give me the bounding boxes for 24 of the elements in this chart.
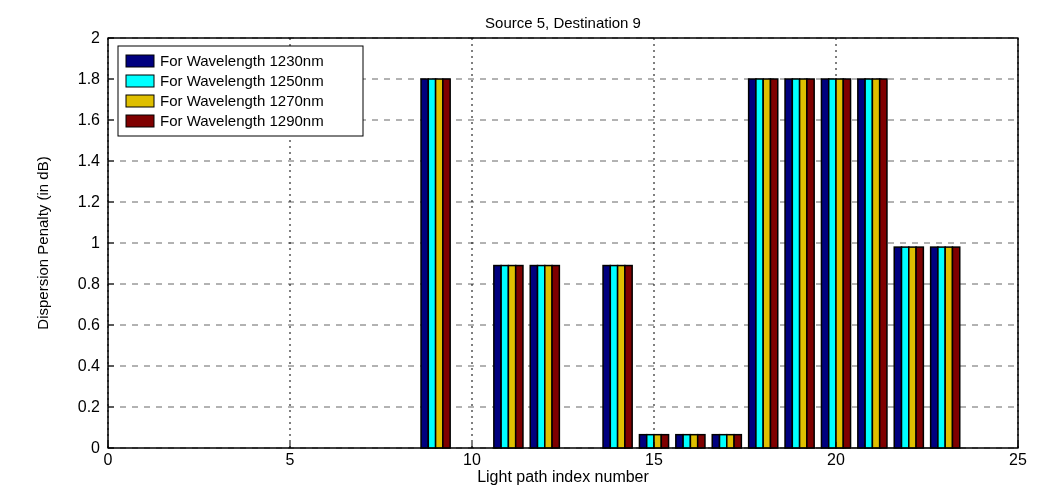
x-tick-label: 0 — [103, 451, 113, 468]
y-tick-label: 0.6 — [77, 316, 101, 333]
legend-label: For Wavelength 1290nm — [160, 112, 324, 129]
y-tick-label: 1 — [91, 234, 101, 251]
y-axis-title: Dispersion Penalty (in dB) — [34, 156, 51, 330]
x-tick-label: 10 — [463, 451, 481, 468]
y-tick-label: 0.4 — [77, 357, 101, 374]
x-tick-label: 15 — [645, 451, 663, 468]
chart-title: Source 5, Destination 9 — [485, 14, 641, 31]
y-tick-label: 0.8 — [77, 275, 101, 292]
y-tick-label: 1.4 — [77, 152, 101, 169]
y-tick-label: 2 — [91, 29, 101, 46]
x-tick-label: 20 — [827, 451, 845, 468]
x-tick-label: 25 — [1009, 451, 1027, 468]
legend-label: For Wavelength 1250nm — [160, 72, 324, 89]
x-tick-label: 5 — [285, 451, 295, 468]
legend-label: For Wavelength 1270nm — [160, 92, 324, 109]
y-tick-label: 1.8 — [77, 70, 101, 87]
y-tick-label: 1.6 — [77, 111, 101, 128]
y-tick-label: 0 — [91, 439, 101, 456]
legend-label: For Wavelength 1230nm — [160, 52, 324, 69]
y-tick-label: 1.2 — [77, 193, 101, 210]
x-axis-title: Light path index number — [477, 468, 650, 485]
y-tick-label: 0.2 — [77, 398, 101, 415]
